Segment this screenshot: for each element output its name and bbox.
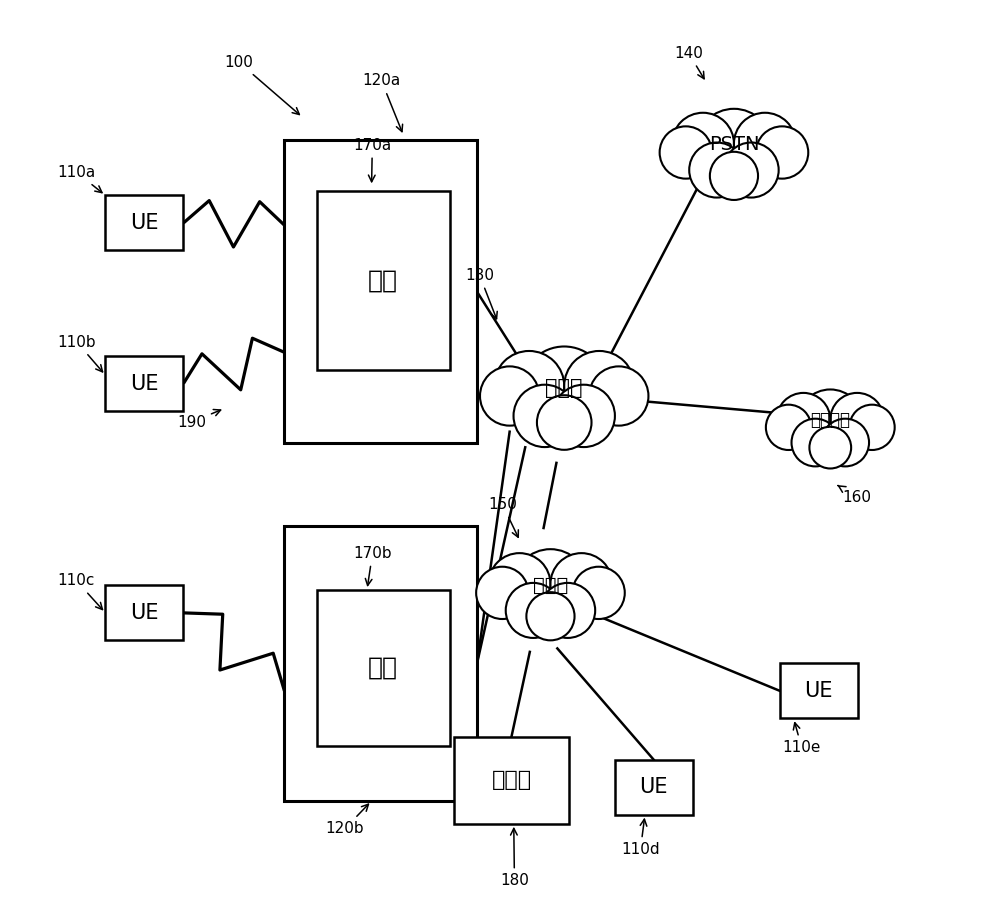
Circle shape <box>797 390 863 455</box>
Text: 核心网: 核心网 <box>545 378 583 398</box>
Circle shape <box>660 126 712 179</box>
Text: 180: 180 <box>500 828 529 888</box>
Circle shape <box>734 113 796 174</box>
Text: 110b: 110b <box>58 335 103 372</box>
Circle shape <box>476 567 528 619</box>
Circle shape <box>830 393 884 447</box>
Circle shape <box>766 404 811 450</box>
Text: 160: 160 <box>838 485 871 505</box>
Circle shape <box>489 553 550 615</box>
Circle shape <box>526 593 575 641</box>
Circle shape <box>809 426 851 469</box>
Text: 基站: 基站 <box>368 269 398 293</box>
Text: 服务器: 服务器 <box>491 771 532 790</box>
Circle shape <box>672 113 734 174</box>
FancyBboxPatch shape <box>454 737 569 824</box>
Text: UE: UE <box>130 603 159 623</box>
Text: 基站: 基站 <box>368 656 398 680</box>
Text: UE: UE <box>130 213 159 233</box>
Text: 190: 190 <box>177 410 221 429</box>
FancyBboxPatch shape <box>105 196 183 250</box>
Text: 100: 100 <box>225 55 299 114</box>
Text: UE: UE <box>130 374 159 393</box>
Circle shape <box>540 583 595 638</box>
Text: PSTN: PSTN <box>709 136 759 154</box>
Circle shape <box>514 385 576 447</box>
Circle shape <box>724 142 779 198</box>
Text: 110d: 110d <box>621 820 660 857</box>
Circle shape <box>756 126 808 179</box>
Text: 170b: 170b <box>353 545 392 585</box>
Circle shape <box>480 366 539 426</box>
Text: UE: UE <box>805 681 833 701</box>
Text: 120a: 120a <box>362 73 403 132</box>
Text: 130: 130 <box>465 268 497 318</box>
FancyBboxPatch shape <box>317 191 450 370</box>
Circle shape <box>553 385 615 447</box>
Circle shape <box>792 419 839 466</box>
FancyBboxPatch shape <box>317 590 450 746</box>
Text: UE: UE <box>639 777 668 797</box>
FancyBboxPatch shape <box>105 356 183 411</box>
FancyBboxPatch shape <box>284 526 477 801</box>
FancyBboxPatch shape <box>105 585 183 641</box>
FancyBboxPatch shape <box>615 760 693 815</box>
Circle shape <box>564 351 634 421</box>
Text: 110e: 110e <box>783 723 821 755</box>
Text: 其它网络: 其它网络 <box>810 412 850 429</box>
Text: 110c: 110c <box>58 573 102 609</box>
Circle shape <box>506 583 561 638</box>
Text: 120b: 120b <box>326 804 368 836</box>
Circle shape <box>537 395 592 450</box>
FancyBboxPatch shape <box>284 140 477 443</box>
Circle shape <box>589 366 648 426</box>
Circle shape <box>521 346 607 432</box>
Circle shape <box>513 549 588 625</box>
Circle shape <box>550 553 612 615</box>
Text: 因特网: 因特网 <box>533 576 568 594</box>
Circle shape <box>689 142 744 198</box>
Text: 170a: 170a <box>353 138 391 182</box>
Text: 150: 150 <box>488 497 518 537</box>
Text: 110a: 110a <box>58 165 102 193</box>
Circle shape <box>777 393 830 447</box>
Circle shape <box>572 567 625 619</box>
Circle shape <box>696 109 772 185</box>
Circle shape <box>710 151 758 200</box>
Text: 140: 140 <box>674 46 704 78</box>
Circle shape <box>494 351 564 421</box>
Circle shape <box>821 419 869 466</box>
Circle shape <box>849 404 895 450</box>
FancyBboxPatch shape <box>780 664 858 718</box>
